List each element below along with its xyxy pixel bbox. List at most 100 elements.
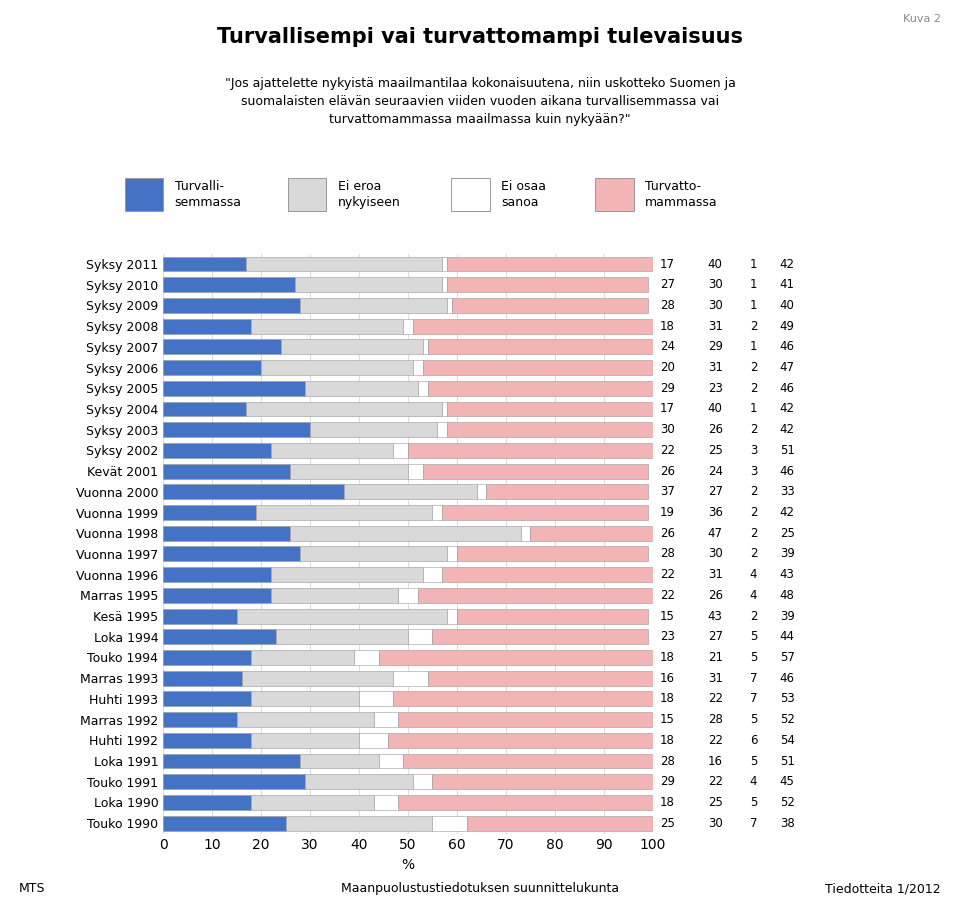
Bar (163, 691, 252, 707)
Text: 7: 7 (750, 671, 757, 685)
Text: 44: 44 (780, 631, 795, 643)
Bar (373, 795, 398, 810)
Text: 31: 31 (708, 361, 723, 374)
Bar (300, 754, 378, 768)
Bar (389, 733, 653, 747)
Text: 7: 7 (750, 816, 757, 830)
Text: 2: 2 (750, 381, 757, 395)
Text: 25: 25 (708, 444, 723, 457)
Text: 31: 31 (708, 568, 723, 581)
Bar (487, 485, 648, 499)
Text: 30: 30 (708, 547, 723, 561)
Bar (447, 401, 653, 417)
Bar (237, 609, 447, 623)
Text: 1: 1 (750, 278, 757, 291)
Bar (242, 670, 394, 686)
Bar (280, 340, 422, 354)
Text: 37: 37 (660, 486, 675, 498)
Text: 2: 2 (750, 610, 757, 622)
Bar (418, 381, 427, 396)
Text: 2: 2 (750, 547, 757, 561)
Text: 29: 29 (660, 381, 675, 395)
Bar (163, 298, 300, 313)
Bar (354, 650, 378, 665)
Bar (408, 464, 422, 478)
Bar (247, 401, 443, 417)
Text: 48: 48 (780, 589, 795, 602)
Text: 49: 49 (780, 320, 795, 333)
Text: 22: 22 (708, 692, 723, 706)
Bar (163, 546, 300, 562)
Text: 2: 2 (750, 361, 757, 374)
Bar (447, 609, 457, 623)
Bar (163, 754, 300, 768)
Bar (359, 733, 389, 747)
Bar (163, 340, 280, 354)
Text: 28: 28 (708, 713, 723, 726)
Text: 46: 46 (780, 465, 795, 477)
Text: Kuva 2: Kuva 2 (902, 14, 941, 24)
Bar (432, 505, 443, 520)
Text: Turvalli-
semmassa: Turvalli- semmassa (175, 180, 242, 209)
Bar (305, 775, 413, 789)
Bar (452, 298, 648, 313)
Bar (345, 485, 476, 499)
Bar (398, 712, 653, 728)
Text: 25: 25 (708, 796, 723, 809)
Bar (163, 401, 247, 417)
Text: 18: 18 (660, 796, 675, 809)
Text: 2: 2 (750, 526, 757, 540)
Text: 29: 29 (708, 341, 723, 353)
Bar (163, 650, 252, 665)
Bar (476, 485, 487, 499)
Bar (163, 775, 305, 789)
Text: 30: 30 (708, 816, 723, 830)
Text: 26: 26 (660, 526, 675, 540)
Text: 26: 26 (708, 589, 723, 602)
Text: 1: 1 (750, 299, 757, 312)
Text: 4: 4 (750, 776, 757, 788)
Text: 27: 27 (708, 631, 723, 643)
Bar (427, 381, 653, 396)
Text: 16: 16 (660, 671, 675, 685)
Text: 53: 53 (780, 692, 795, 706)
Text: MTS: MTS (19, 882, 46, 895)
Text: 23: 23 (708, 381, 723, 395)
Bar (427, 340, 653, 354)
Bar (163, 360, 261, 375)
Text: Tiedotteita 1/2012: Tiedotteita 1/2012 (826, 882, 941, 895)
Bar (403, 319, 413, 333)
Bar (271, 443, 394, 458)
Bar (163, 319, 252, 333)
Bar (443, 256, 447, 272)
Bar (447, 256, 653, 272)
Text: 6: 6 (750, 734, 757, 747)
Text: 51: 51 (780, 444, 795, 457)
Text: 57: 57 (780, 651, 795, 664)
Text: 3: 3 (750, 465, 757, 477)
Bar (163, 277, 296, 293)
Text: 38: 38 (780, 816, 795, 830)
Text: 1: 1 (750, 257, 757, 271)
Bar (163, 505, 256, 520)
Bar (408, 443, 658, 458)
Bar (163, 670, 242, 686)
Bar (422, 464, 648, 478)
Text: 21: 21 (708, 651, 723, 664)
Text: 28: 28 (660, 299, 675, 312)
Bar (163, 795, 252, 810)
Bar (252, 733, 359, 747)
Bar (432, 775, 653, 789)
Text: 16: 16 (708, 755, 723, 767)
Text: 29: 29 (660, 776, 675, 788)
Bar (359, 691, 394, 707)
Text: 18: 18 (660, 320, 675, 333)
Bar (530, 525, 653, 541)
Bar (237, 712, 373, 728)
Text: 47: 47 (780, 361, 795, 374)
Bar (163, 733, 252, 747)
Text: 42: 42 (780, 257, 795, 271)
Bar (300, 546, 447, 562)
Bar (310, 422, 438, 438)
Bar (378, 650, 658, 665)
